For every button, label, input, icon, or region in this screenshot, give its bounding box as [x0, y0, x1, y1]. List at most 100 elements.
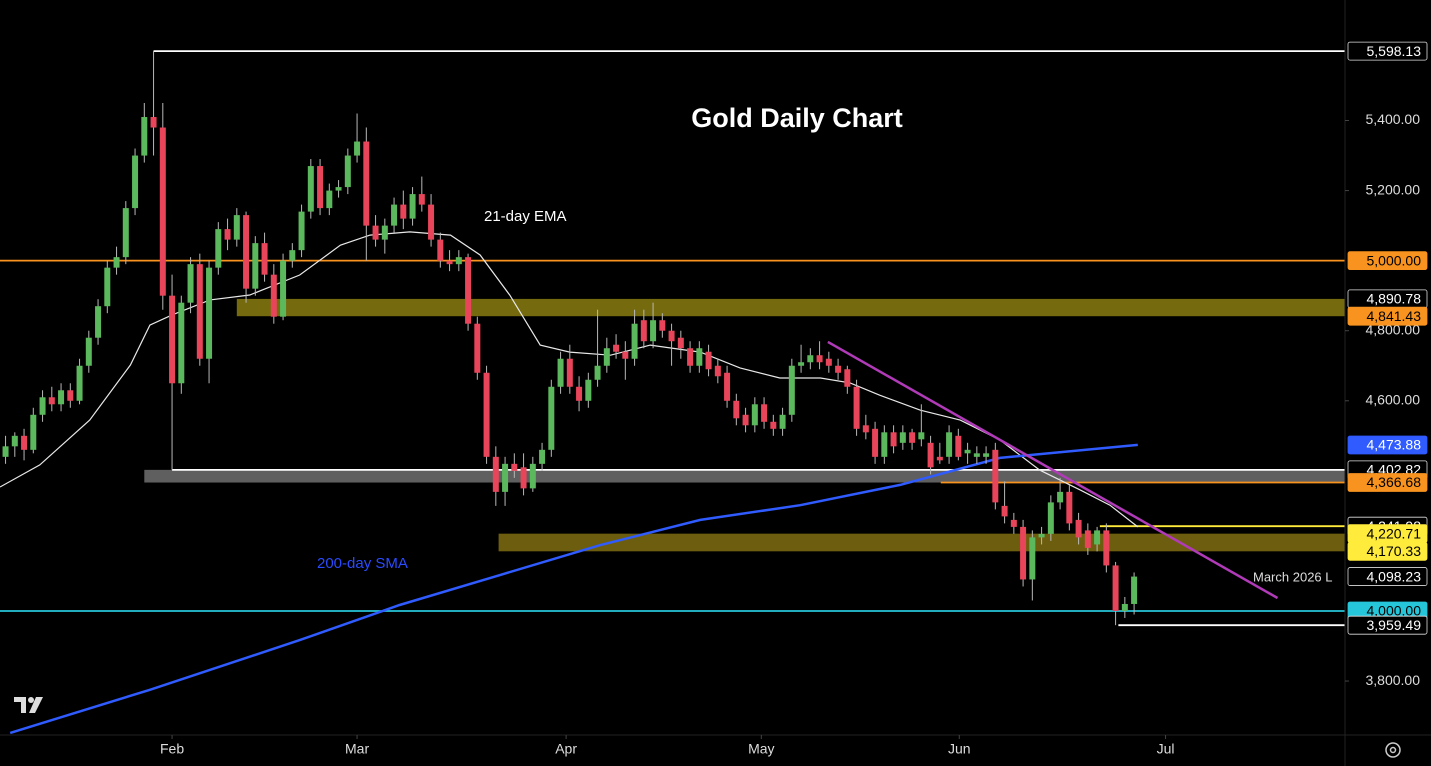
candle-body: [289, 250, 296, 261]
candle-body: [206, 267, 213, 359]
x-tick-label: Feb: [160, 741, 184, 757]
candle-body: [724, 372, 731, 401]
zone: [236, 298, 1345, 317]
level-label: 3,959.49: [1367, 617, 1422, 633]
y-tick-label: 5,400.00: [1366, 111, 1421, 127]
sma-line: [9, 443, 1138, 735]
candle-body: [566, 358, 573, 387]
settings-button[interactable]: [1385, 742, 1401, 758]
candle-body: [936, 456, 943, 461]
x-tick-label: May: [748, 741, 774, 757]
candle-body: [391, 204, 398, 226]
candle-body: [761, 404, 768, 422]
candle-body: [613, 344, 620, 352]
candle-body: [409, 194, 416, 219]
candle-body: [178, 302, 185, 384]
level-label-box: [1347, 615, 1428, 635]
candle-body: [1010, 519, 1017, 527]
candle-body: [696, 348, 703, 366]
candle-body: [816, 355, 823, 363]
level-label-box: [1347, 567, 1428, 586]
candle-body: [576, 386, 583, 401]
candle-body: [733, 400, 740, 419]
candle-body: [779, 414, 786, 429]
candle-body: [899, 432, 906, 443]
candle-body: [844, 369, 851, 387]
candle-body: [770, 421, 777, 429]
candle-body: [252, 243, 259, 289]
level-label: 4,098.23: [1367, 568, 1422, 584]
candle-body: [548, 386, 555, 450]
candle-body: [437, 239, 444, 261]
candle-body: [215, 229, 222, 268]
candle-body: [705, 351, 712, 370]
candle-body: [825, 358, 832, 366]
level-label: 4,170.33: [1367, 543, 1422, 559]
candle-body: [918, 432, 925, 440]
candle-body: [687, 348, 694, 366]
y-tick-label: 3,800.00: [1366, 672, 1421, 688]
candle-body: [455, 257, 462, 265]
candle-body: [927, 442, 934, 468]
candle-body: [964, 449, 971, 454]
candle-body: [835, 365, 842, 373]
candle-body: [446, 260, 453, 265]
candle-body: [354, 141, 361, 156]
level-label-box: [1347, 306, 1428, 326]
candle-body: [1020, 526, 1027, 580]
candle-body: [381, 225, 388, 240]
candle-body: [650, 320, 657, 342]
x-tick-label: Jul: [1157, 741, 1175, 757]
candle-body: [270, 274, 277, 317]
candle-body: [668, 330, 675, 342]
y-tick-label: 4,600.00: [1366, 391, 1421, 407]
candle-body: [557, 358, 564, 387]
candle-body: [187, 264, 194, 303]
x-tick-label: Mar: [345, 741, 369, 757]
candle-body: [807, 355, 814, 363]
candle-body: [474, 323, 481, 373]
candle-body: [11, 435, 18, 447]
candle-body: [326, 190, 333, 209]
candle-body: [955, 435, 962, 457]
candle-body: [788, 365, 795, 415]
plot-area: [0, 50, 1346, 735]
candle-body: [30, 414, 37, 450]
candle-body: [400, 204, 407, 219]
candle-body: [631, 323, 638, 359]
level-note: March 2026 L: [1253, 569, 1333, 584]
candle-body: [58, 390, 65, 405]
candle-body: [659, 320, 666, 331]
candle-body: [39, 397, 46, 415]
candle-body: [539, 449, 546, 464]
candle-body: [261, 243, 268, 275]
candle-body: [890, 432, 897, 447]
candle-body: [196, 264, 203, 359]
candle-body: [159, 127, 166, 296]
level-label-box: [1347, 473, 1428, 492]
candle-body: [1103, 530, 1110, 566]
candle-body: [742, 414, 749, 426]
candle-body: [280, 260, 287, 317]
trendline-line: [827, 340, 1279, 600]
x-tick-label: Jun: [948, 741, 971, 757]
level-label: 4,220.71: [1367, 525, 1422, 541]
level-label: 5,000.00: [1367, 252, 1422, 268]
candle-body: [132, 155, 139, 209]
candle-body: [243, 215, 250, 289]
candle-body: [511, 463, 518, 471]
candle-body: [465, 257, 472, 324]
candle-body: [363, 141, 370, 226]
candle-body: [992, 449, 999, 503]
candle-body: [483, 372, 490, 457]
logo: [14, 697, 43, 713]
candle-body: [335, 187, 342, 191]
sma-label: 200-day SMA: [317, 555, 408, 572]
candle-body: [585, 379, 592, 401]
candle-body: [418, 194, 425, 205]
candle-body: [1121, 603, 1128, 611]
candle-body: [1094, 530, 1101, 545]
chart-title: Gold Daily Chart: [691, 103, 903, 133]
candle-body: [1038, 533, 1045, 538]
candle-body: [21, 435, 28, 450]
